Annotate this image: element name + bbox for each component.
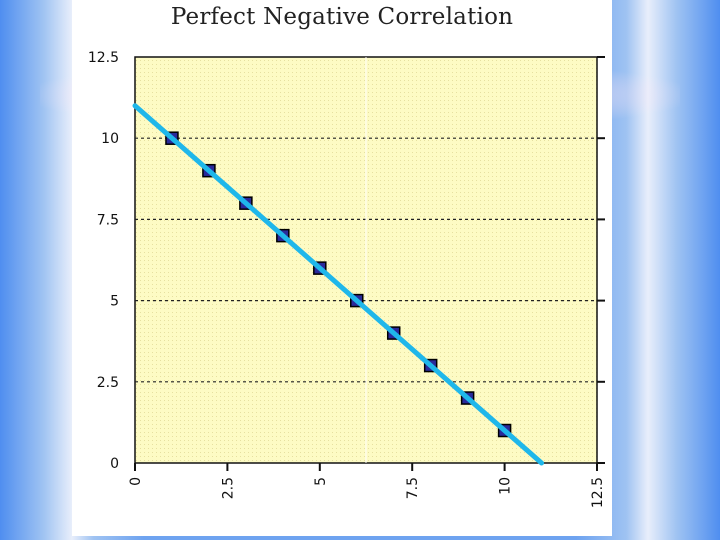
y-tick-label: 2.5	[97, 375, 119, 391]
y-tick-label: 5	[110, 294, 119, 310]
x-tick-label: 10	[498, 477, 514, 495]
x-tick-label: 0	[128, 477, 144, 486]
axis-ticks: 0 2.5 5 7.5 10 12.5 0 2.5 5 7.5 10 12.5	[88, 50, 606, 508]
grid-lines	[135, 57, 597, 463]
x-tick-label: 7.5	[405, 477, 421, 499]
x-tick-label: 12.5	[590, 477, 606, 508]
x-tick-label: 5	[313, 477, 329, 486]
y-tick-label: 12.5	[88, 50, 119, 66]
x-tick-label: 2.5	[220, 477, 236, 499]
y-tick-label: 7.5	[97, 212, 119, 228]
y-tick-label: 0	[110, 456, 119, 472]
trend-line	[132, 103, 545, 466]
y-tick-label: 10	[101, 131, 119, 147]
chart-title: Perfect Negative Correlation	[170, 4, 514, 30]
trend-line-layer	[132, 103, 545, 466]
